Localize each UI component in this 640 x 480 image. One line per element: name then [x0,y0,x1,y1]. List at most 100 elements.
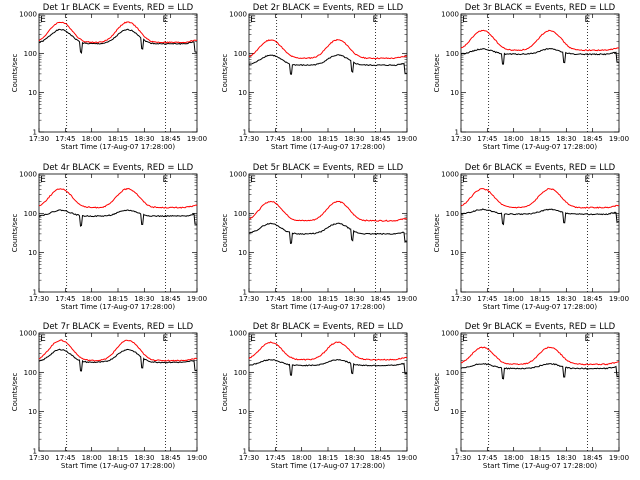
x-tick-label: 18:00 [292,135,312,143]
y-tick-label: 1 [33,129,37,137]
panel-title: Det 3r BLACK = Events, RED = LLD [465,3,616,13]
x-tick-label: 17:45 [477,454,497,462]
x-tick-label: 18:30 [134,135,154,143]
x-tick-label: 17:30 [451,295,471,303]
panel-title: Det 6r BLACK = Events, RED = LLD [465,163,616,173]
x-tick-label: 19:00 [397,295,417,303]
panel-title: Det 8r BLACK = Events, RED = LLD [253,322,404,332]
plot-frame [38,173,198,293]
y-axis-label: Counts/sec [11,214,19,253]
x-tick-label: 18:00 [82,454,102,462]
lld-series-line [38,187,198,209]
y-tick-label: 10 [450,249,459,257]
x-tick-label: 18:30 [134,454,154,462]
x-tick-label: 19:00 [609,295,629,303]
x-axis-label: Start Time (17-Aug-07 17:28:00) [271,303,385,311]
x-tick-label: 18:00 [504,454,524,462]
lld-series-line [248,39,407,60]
eclipse-marker: E [462,175,468,185]
x-tick-label: 18:00 [504,295,524,303]
x-tick-label: 18:00 [292,295,312,303]
plot-frame [460,173,620,293]
x-tick-label: 18:30 [344,454,364,462]
panel-det-9r: Det 9r BLACK = Events, RED = LLD 1 10 100 10… [433,322,629,470]
x-tick-label: 18:00 [504,135,524,143]
x-tick-label: 18:30 [556,135,576,143]
y-tick-label: 1 [243,129,247,137]
panel-det-1r: Det 1r BLACK = Events, RED = LLD 1 10 100 10… [11,3,207,151]
x-tick-label: 17:30 [239,135,259,143]
y-tick-label: 10 [28,408,37,416]
eclipse-marker: E [462,334,468,344]
panel-det-8r: Det 8r BLACK = Events, RED = LLD 1 10 100 10… [221,322,417,470]
y-tick-label: 1000 [441,171,459,179]
x-tick-label: 18:15 [530,454,550,462]
events-series-line [460,47,620,65]
x-tick-label: 18:00 [292,454,312,462]
x-axis-label: Start Time (17-Aug-07 17:28:00) [61,143,175,151]
y-axis-label: Counts/sec [433,214,441,253]
y-axis-label: Counts/sec [433,54,441,93]
x-tick-label: 19:00 [187,454,207,462]
panel-det-7r: Det 7r BLACK = Events, RED = LLD 1 10 100 10… [11,322,207,470]
y-tick-label: 100 [234,50,247,58]
x-tick-label: 17:30 [451,454,471,462]
x-tick-label: 18:15 [530,295,550,303]
x-tick-label: 17:45 [55,135,75,143]
events-series-line [248,222,408,245]
panel-title: Det 2r BLACK = Events, RED = LLD [253,3,404,13]
x-tick-label: 18:45 [371,295,391,303]
panel-title: Det 1r BLACK = Events, RED = LLD [43,3,194,13]
y-tick-label: 1000 [229,330,247,338]
y-axis-label: Counts/sec [11,54,19,93]
x-tick-label: 18:00 [82,295,102,303]
x-tick-label: 18:15 [318,454,338,462]
events-series-line [460,208,620,226]
y-tick-label: 100 [446,50,459,58]
y-axis-label: Counts/sec [11,373,19,412]
x-tick-label: 18:45 [583,295,603,303]
y-tick-label: 100 [446,369,459,377]
x-tick-label: 18:30 [134,295,154,303]
x-tick-label: 19:00 [397,135,417,143]
eclipse-marker: E [585,15,591,25]
x-tick-label: 17:45 [55,454,75,462]
eclipse-marker: E [40,15,46,25]
x-tick-label: 18:45 [371,454,391,462]
x-tick-label: 18:45 [583,454,603,462]
panel-det-6r: Det 6r BLACK = Events, RED = LLD 1 10 100 10… [433,163,629,311]
eclipse-marker: E [163,15,169,25]
x-axis-label: Start Time (17-Aug-07 17:28:00) [271,462,385,470]
lld-series-line [249,200,408,222]
plot-frame [248,332,408,452]
x-tick-label: 18:15 [530,135,550,143]
panel-det-5r: Det 5r BLACK = Events, RED = LLD 1 10 100 10… [221,163,417,311]
lld-series-line [460,188,620,209]
y-tick-label: 10 [28,249,37,257]
x-axis-label: Start Time (17-Aug-07 17:28:00) [61,303,175,311]
x-tick-label: 18:30 [556,295,576,303]
lld-series-line [38,339,198,362]
plot-frame [460,332,620,452]
x-tick-label: 17:30 [29,295,49,303]
panel-title: Det 4r BLACK = Events, RED = LLD [43,163,194,173]
x-tick-label: 17:30 [29,454,49,462]
x-tick-label: 19:00 [397,454,417,462]
eclipse-marker: E [163,334,169,344]
y-tick-label: 1000 [441,330,459,338]
y-tick-label: 10 [238,249,247,257]
lld-series-line [38,21,198,44]
x-tick-label: 17:30 [239,454,259,462]
eclipse-marker: E [462,15,468,25]
x-axis-label: Start Time (17-Aug-07 17:28:00) [483,143,597,151]
events-series-line [248,54,407,75]
y-axis-label: Counts/sec [221,54,229,93]
y-tick-label: 1000 [229,171,247,179]
x-tick-label: 18:15 [318,295,338,303]
x-tick-label: 18:15 [108,454,128,462]
x-tick-label: 17:30 [451,135,471,143]
plot-frame [460,13,620,133]
x-tick-label: 17:45 [477,295,497,303]
lld-series-line [460,346,620,366]
